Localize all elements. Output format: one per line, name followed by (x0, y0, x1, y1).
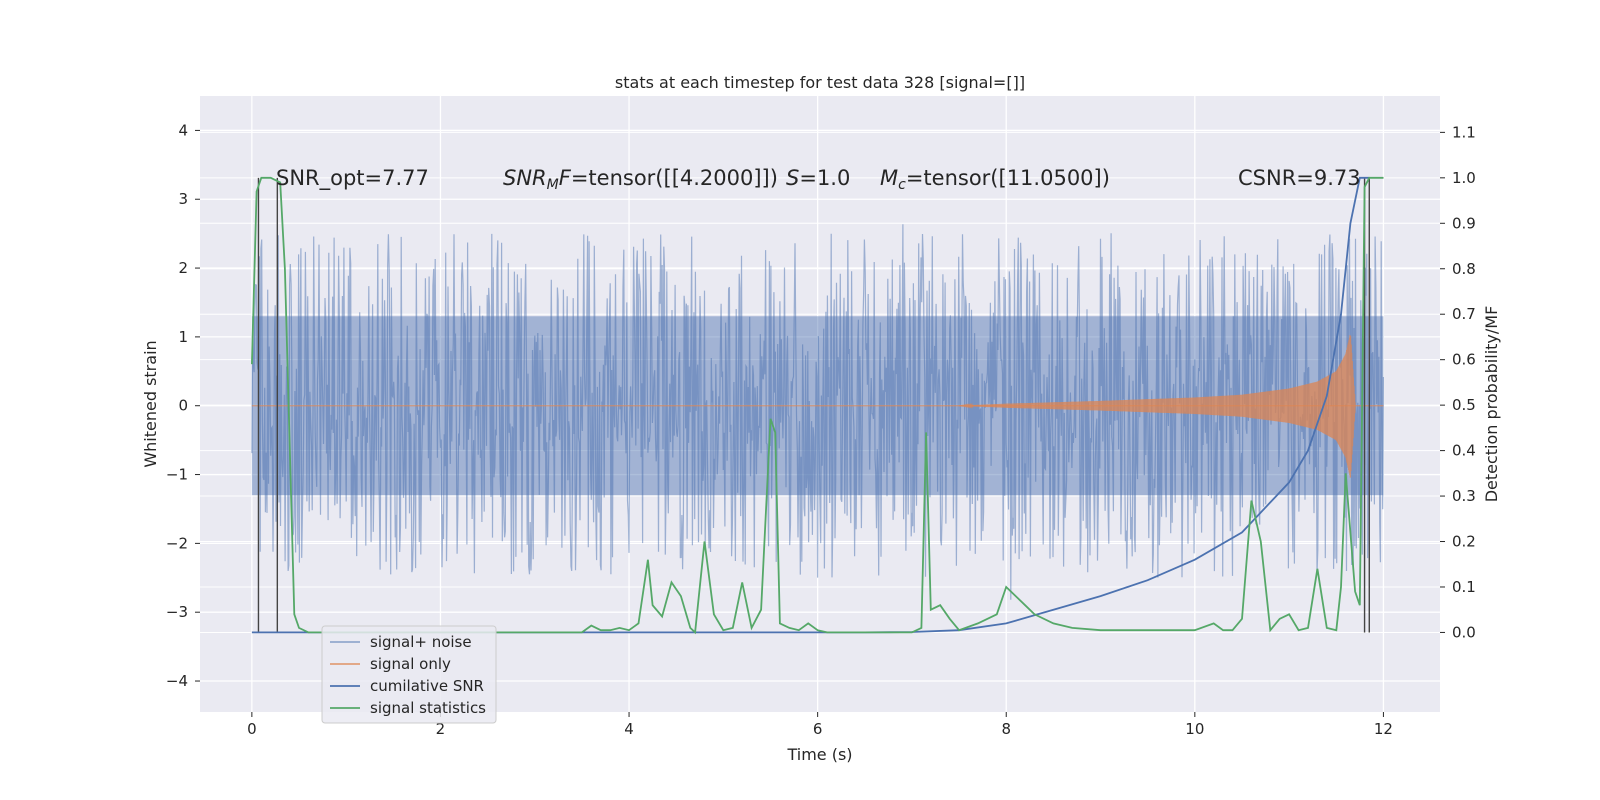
y2-tick-label-2: 0.2 (1452, 533, 1476, 551)
x-tick-label-1: 2 (436, 720, 446, 738)
chart-title: stats at each timestep for test data 328… (615, 73, 1025, 92)
y2-tick-label-6: 0.6 (1452, 351, 1476, 369)
y-axis-label: Whitened strain (141, 340, 160, 467)
y-tick-label-5: 1 (178, 328, 188, 346)
series-cumilative-snr (251, 176, 1370, 634)
y-tick-label-8: 4 (178, 121, 188, 139)
y-axis-left-ticks: −4 −3 −2 −1 0 1 2 3 4 (166, 121, 200, 690)
y-tick-label-7: 3 (178, 190, 188, 208)
y2-tick-label-11: 1.1 (1452, 123, 1476, 141)
y2-tick-label-7: 0.7 (1452, 305, 1476, 323)
x-tick-label-3: 6 (813, 720, 823, 738)
legend-label-2: cumilative SNR (370, 677, 484, 695)
series-signal-statistics (251, 176, 1384, 635)
legend-label-0: signal+ noise (370, 633, 472, 651)
x-axis-label: Time (s) (786, 745, 852, 764)
y-axis-right-ticks: 0.0 0.1 0.2 0.3 0.4 0.5 0.6 0.7 0.8 0.9 1.0 1.1 (1440, 123, 1476, 641)
y-tick-label-3: −1 (166, 466, 188, 484)
x-tick-label-4: 8 (1001, 720, 1011, 738)
noise-trace (251, 224, 1385, 600)
signal-chirp (959, 335, 1356, 478)
annotations: SNR_opt=7.77 SNRMF=tensor([[4.2000]]) S=… (276, 166, 1361, 193)
y-tick-label-2: −2 (166, 534, 188, 552)
annotation-s: S=1.0 (786, 166, 850, 190)
legend-box (321, 625, 497, 724)
y2-tick-label-3: 0.3 (1452, 487, 1476, 505)
y2-tick-label-5: 0.5 (1452, 396, 1476, 414)
series-signal-only (251, 335, 1384, 478)
y2-tick-label-1: 0.1 (1452, 578, 1476, 596)
y2-tick-label-8: 0.8 (1452, 260, 1476, 278)
y2-axis-label: Detection probability/MF (1482, 306, 1501, 503)
legend-label-1: signal only (370, 655, 451, 673)
annotation-csnr: CSNR=9.73 (1238, 166, 1361, 190)
annotation-snr-mf: SNRMF=tensor([[4.2000]]) (503, 166, 778, 193)
y2-tick-label-9: 0.9 (1452, 214, 1476, 232)
annotation-mc: Mc=tensor([11.0500]) (880, 166, 1110, 193)
y2-tick-label-4: 0.4 (1452, 442, 1476, 460)
x-axis-ticks: 0 2 4 6 8 10 12 (247, 712, 1393, 738)
x-tick-label-5: 10 (1185, 720, 1204, 738)
y2-tick-label-0: 0.0 (1452, 623, 1476, 641)
stats-line (251, 176, 1384, 635)
csnr-line (251, 176, 1370, 634)
y-tick-label-4: 0 (178, 397, 188, 415)
y-tick-label-0: −4 (166, 672, 188, 690)
x-tick-label-0: 0 (247, 720, 257, 738)
y2-tick-label-10: 1.0 (1452, 169, 1476, 187)
y-tick-label-6: 2 (178, 259, 188, 277)
annotation-snr-opt: SNR_opt=7.77 (276, 166, 429, 191)
legend-label-3: signal statistics (370, 699, 486, 717)
x-tick-label-2: 4 (624, 720, 634, 738)
y-tick-label-1: −3 (166, 603, 188, 621)
legend: signal+ noise signal only cumilative SNR si… (321, 625, 497, 724)
x-tick-label-6: 12 (1374, 720, 1393, 738)
